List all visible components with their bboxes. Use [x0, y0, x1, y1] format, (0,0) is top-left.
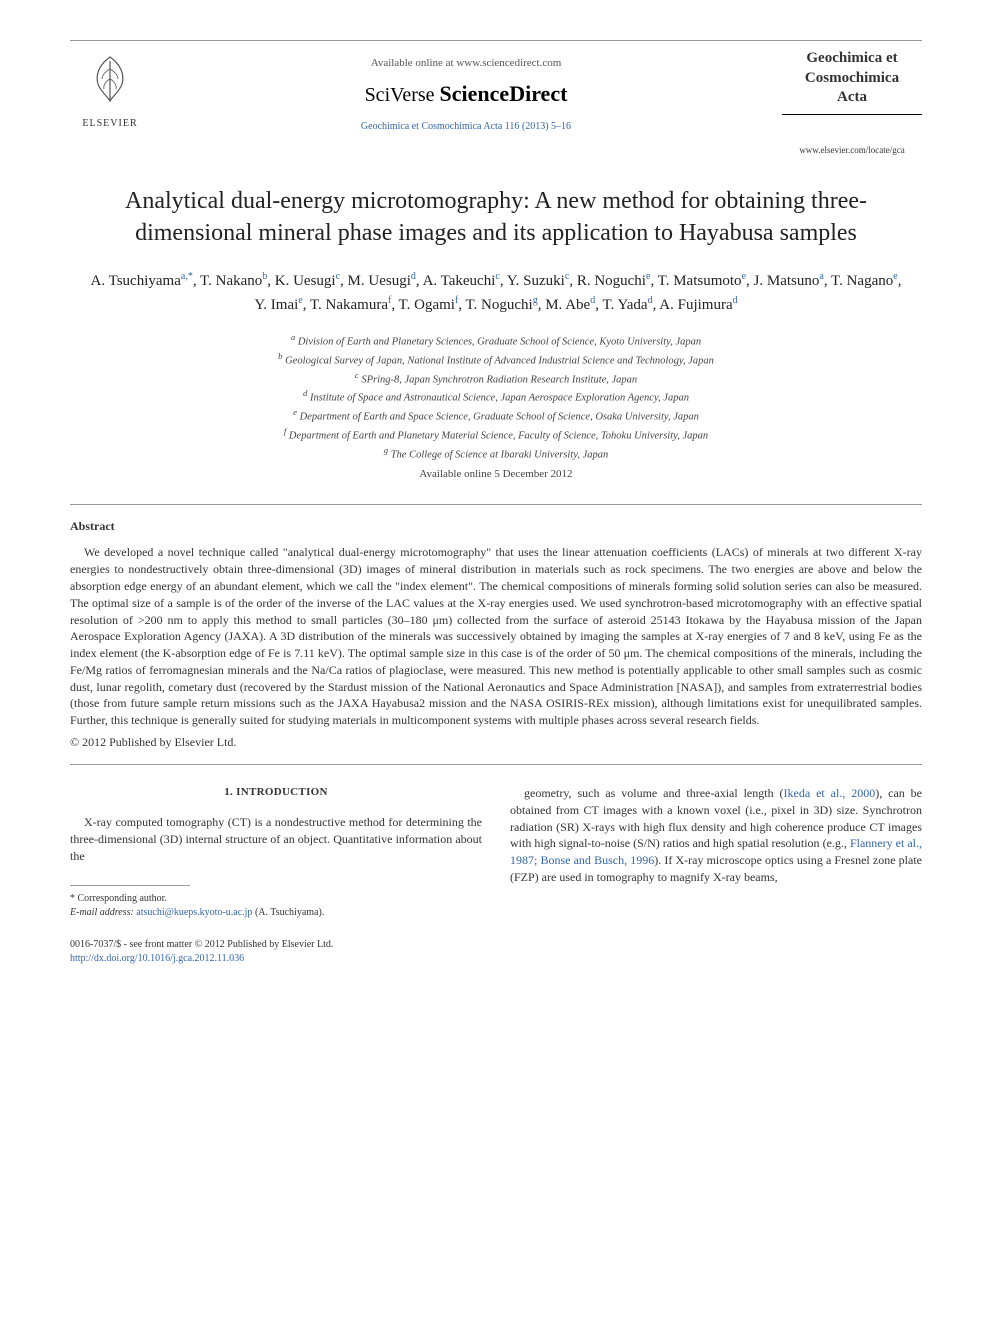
- intro-paragraph-right: geometry, such as volume and three-axial…: [510, 785, 922, 886]
- available-date: Available online 5 December 2012: [70, 468, 922, 480]
- corresponding-label: * Corresponding author.: [70, 892, 482, 906]
- article-title: Analytical dual-energy microtomography: …: [110, 185, 882, 250]
- doi-link[interactable]: http://dx.doi.org/10.1016/j.gca.2012.11.…: [70, 952, 482, 966]
- section-1-heading: 1. INTRODUCTION: [70, 785, 482, 800]
- abstract-heading: Abstract: [70, 519, 922, 534]
- left-column: 1. INTRODUCTION X-ray computed tomograph…: [70, 785, 482, 966]
- abstract-body: We developed a novel technique called "a…: [70, 544, 922, 729]
- journal-rule: [782, 114, 922, 115]
- center-header: Available online at www.sciencedirect.co…: [150, 49, 782, 132]
- elsevier-logo: ELSEVIER: [70, 49, 150, 129]
- journal-url: www.elsevier.com/locate/gca: [782, 145, 922, 155]
- header-row: ELSEVIER Available online at www.science…: [70, 49, 922, 155]
- journal-reference-link[interactable]: Geochimica et Cosmochimica Acta 116 (201…: [150, 121, 782, 132]
- email-suffix: (A. Tsuchiyama).: [255, 907, 324, 918]
- available-online-text: Available online at www.sciencedirect.co…: [150, 57, 782, 69]
- authors-list: A. Tsuchiyamaa,*, T. Nakanob, K. Uesugic…: [90, 269, 902, 317]
- abstract-top-rule: [70, 504, 922, 505]
- sciencedirect-text: ScienceDirect: [440, 81, 568, 106]
- body-columns: 1. INTRODUCTION X-ray computed tomograph…: [70, 785, 922, 966]
- top-rule: [70, 40, 922, 41]
- abstract-bottom-rule: [70, 764, 922, 765]
- right-column: geometry, such as volume and three-axial…: [510, 785, 922, 966]
- intro-paragraph-left: X-ray computed tomography (CT) is a nond…: [70, 814, 482, 864]
- bottom-info: 0016-7037/$ - see front matter © 2012 Pu…: [70, 938, 482, 966]
- affiliation-line: d Institute of Space and Astronautical S…: [70, 387, 922, 406]
- elsevier-tree-icon: [80, 49, 140, 109]
- email-label: E-mail address:: [70, 907, 134, 918]
- issn-line: 0016-7037/$ - see front matter © 2012 Pu…: [70, 938, 482, 952]
- elsevier-label: ELSEVIER: [70, 118, 150, 129]
- affiliation-line: f Department of Earth and Planetary Mate…: [70, 425, 922, 444]
- journal-title-box: Geochimica et Cosmochimica Acta www.else…: [782, 49, 922, 155]
- affiliation-line: e Department of Earth and Space Science,…: [70, 406, 922, 425]
- sciverse-text: SciVerse: [365, 84, 440, 106]
- author-email-link[interactable]: atsuchi@kueps.kyoto-u.ac.jp: [136, 907, 252, 918]
- affiliation-line: b Geological Survey of Japan, National I…: [70, 350, 922, 369]
- abstract-copyright: © 2012 Published by Elsevier Ltd.: [70, 735, 922, 750]
- affiliation-line: c SPring-8, Japan Synchrotron Radiation …: [70, 369, 922, 388]
- footnote-rule: [70, 885, 190, 886]
- affiliation-line: a Division of Earth and Planetary Scienc…: [70, 331, 922, 350]
- affiliation-line: g The College of Science at Ibaraki Univ…: [70, 444, 922, 463]
- email-line: E-mail address: atsuchi@kueps.kyoto-u.ac…: [70, 906, 482, 920]
- journal-name: Geochimica et Cosmochimica Acta: [782, 49, 922, 108]
- sciencedirect-logo: SciVerse ScienceDirect: [150, 81, 782, 107]
- corresponding-author-footnote: * Corresponding author. E-mail address: …: [70, 892, 482, 920]
- affiliations-block: a Division of Earth and Planetary Scienc…: [70, 331, 922, 462]
